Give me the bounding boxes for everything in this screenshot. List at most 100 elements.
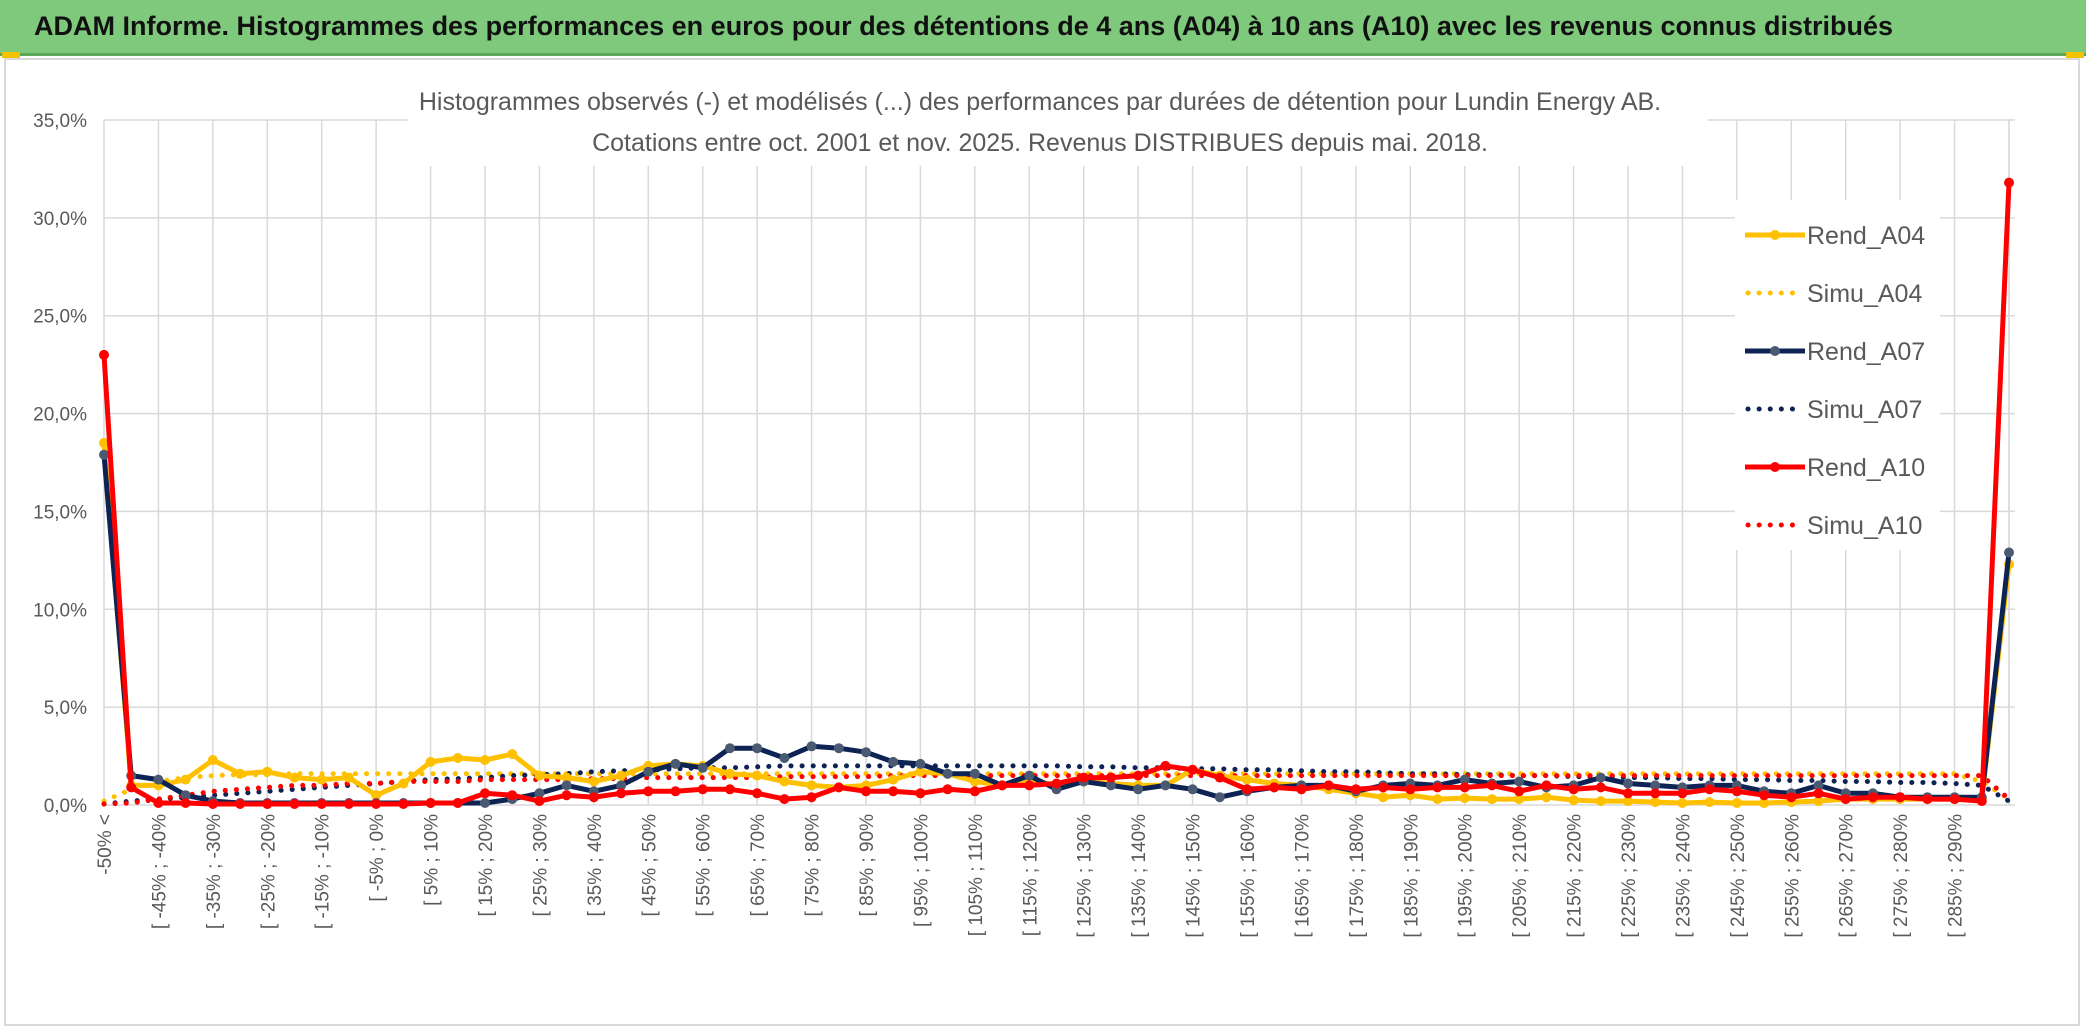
data-point — [561, 780, 572, 791]
data-point — [942, 784, 953, 795]
data-point — [997, 780, 1008, 791]
report-banner: ADAM Informe. Histogrammes des performan… — [0, 0, 2086, 56]
data-point — [99, 437, 109, 448]
data-point — [1623, 778, 1633, 789]
data-point — [507, 790, 518, 801]
x-tick-label: [ 55% ; 60% — [694, 814, 715, 917]
series-rend-a07 — [99, 449, 2014, 808]
data-point — [153, 798, 164, 808]
y-axis: 0,0% 5,0% 10,0% 15,0% 20,0% 25,0% 30,0% 35,0% — [33, 111, 87, 817]
chart-title-line-2: Cotations entre oct. 2001 et nov. 2025. … — [592, 129, 1488, 157]
data-point — [180, 774, 191, 785]
data-point — [1486, 780, 1497, 791]
series-rend-a04 — [99, 437, 2014, 808]
data-point — [643, 766, 654, 777]
data-point — [343, 799, 354, 809]
data-point — [915, 766, 926, 777]
data-point — [1296, 784, 1307, 795]
x-tick-label: [ 95% ; 100% — [911, 814, 932, 927]
data-point — [1541, 780, 1552, 791]
data-point — [1378, 782, 1389, 793]
x-tick-label: [ 195% ; 200% — [1456, 814, 1477, 938]
x-tick-label: [ -5% ; 0% — [367, 814, 388, 902]
x-tick-label: [ 255% ; 260% — [1782, 814, 1803, 938]
data-point — [534, 770, 545, 781]
series-line — [101, 442, 2012, 806]
data-point — [316, 774, 327, 785]
corner-mark-left — [2, 52, 20, 58]
data-point — [1759, 798, 1770, 808]
data-point — [724, 743, 735, 754]
x-tick-label: [ 225% ; 230% — [1619, 814, 1640, 938]
data-point — [833, 743, 844, 754]
data-point — [235, 799, 246, 809]
x-tick-label: -50% < — [95, 814, 116, 875]
data-point — [779, 753, 790, 763]
data-point — [289, 799, 300, 809]
data-point — [235, 768, 246, 779]
data-point — [888, 786, 899, 797]
data-point — [833, 782, 844, 793]
data-point — [1677, 788, 1688, 799]
series-line — [101, 763, 2012, 807]
data-point — [1704, 784, 1715, 795]
chart-title-line-1: Histogrammes observés (-) et modélisés (… — [419, 88, 1661, 116]
x-tick-label: [ 25% ; 30% — [530, 814, 551, 917]
x-tick-label: [ 165% ; 170% — [1292, 814, 1313, 938]
data-point — [480, 755, 490, 765]
x-tick-label: [ 275% ; 280% — [1891, 814, 1912, 938]
y-tick-label: 25,0% — [33, 307, 87, 328]
data-point — [779, 776, 790, 787]
data-point — [1867, 792, 1878, 803]
data-point — [1214, 792, 1225, 803]
y-tick-label: 20,0% — [33, 405, 87, 426]
data-point — [99, 349, 109, 360]
data-point — [969, 786, 980, 797]
x-tick-label: [ 35% ; 40% — [585, 814, 606, 917]
data-point — [371, 799, 382, 809]
data-point — [616, 788, 627, 799]
data-point — [452, 753, 463, 763]
data-point — [1595, 796, 1606, 807]
x-tick-label: [ 245% ; 250% — [1728, 814, 1749, 938]
y-tick-label: 0,0% — [44, 796, 87, 817]
data-point — [1623, 788, 1633, 799]
x-tick-label: [ 205% ; 210% — [1510, 814, 1531, 938]
data-point — [1568, 795, 1579, 806]
data-point — [670, 758, 681, 769]
data-point — [1541, 792, 1552, 803]
data-point — [1323, 780, 1334, 791]
data-point — [1459, 793, 1470, 804]
data-point — [969, 776, 980, 787]
series-line — [101, 454, 2012, 806]
data-point — [507, 749, 518, 760]
data-point — [1759, 790, 1770, 801]
chart-frame — [4, 58, 2080, 1026]
x-tick-label: [ 265% ; 270% — [1837, 814, 1858, 938]
data-point — [262, 766, 273, 777]
x-tick-label: [ -45% ; -40% — [149, 814, 170, 929]
x-tick-label: [ 135% ; 140% — [1129, 814, 1150, 938]
x-tick-label: [ 235% ; 240% — [1673, 814, 1694, 938]
x-tick-label: [ 215% ; 220% — [1565, 814, 1586, 938]
data-point — [1187, 764, 1198, 775]
legend-marker — [1770, 230, 1780, 240]
data-point — [1024, 780, 1035, 791]
data-point — [861, 786, 871, 797]
data-point — [1432, 794, 1443, 805]
x-tick-label: [ 5% ; 10% — [422, 814, 443, 906]
legend-label: Simu_A07 — [1807, 396, 1922, 424]
legend-background — [1735, 200, 1940, 550]
data-point — [915, 788, 926, 799]
x-tick-label: [ 45% ; 50% — [639, 814, 660, 917]
data-point — [398, 799, 409, 809]
data-point — [1133, 770, 1144, 781]
y-tick-label: 10,0% — [33, 600, 87, 621]
data-point — [1731, 798, 1742, 808]
data-point — [1242, 784, 1252, 795]
data-point — [452, 798, 463, 808]
data-point — [1187, 784, 1198, 795]
data-point — [697, 784, 708, 795]
data-point — [1677, 798, 1688, 808]
data-point — [1459, 774, 1470, 785]
